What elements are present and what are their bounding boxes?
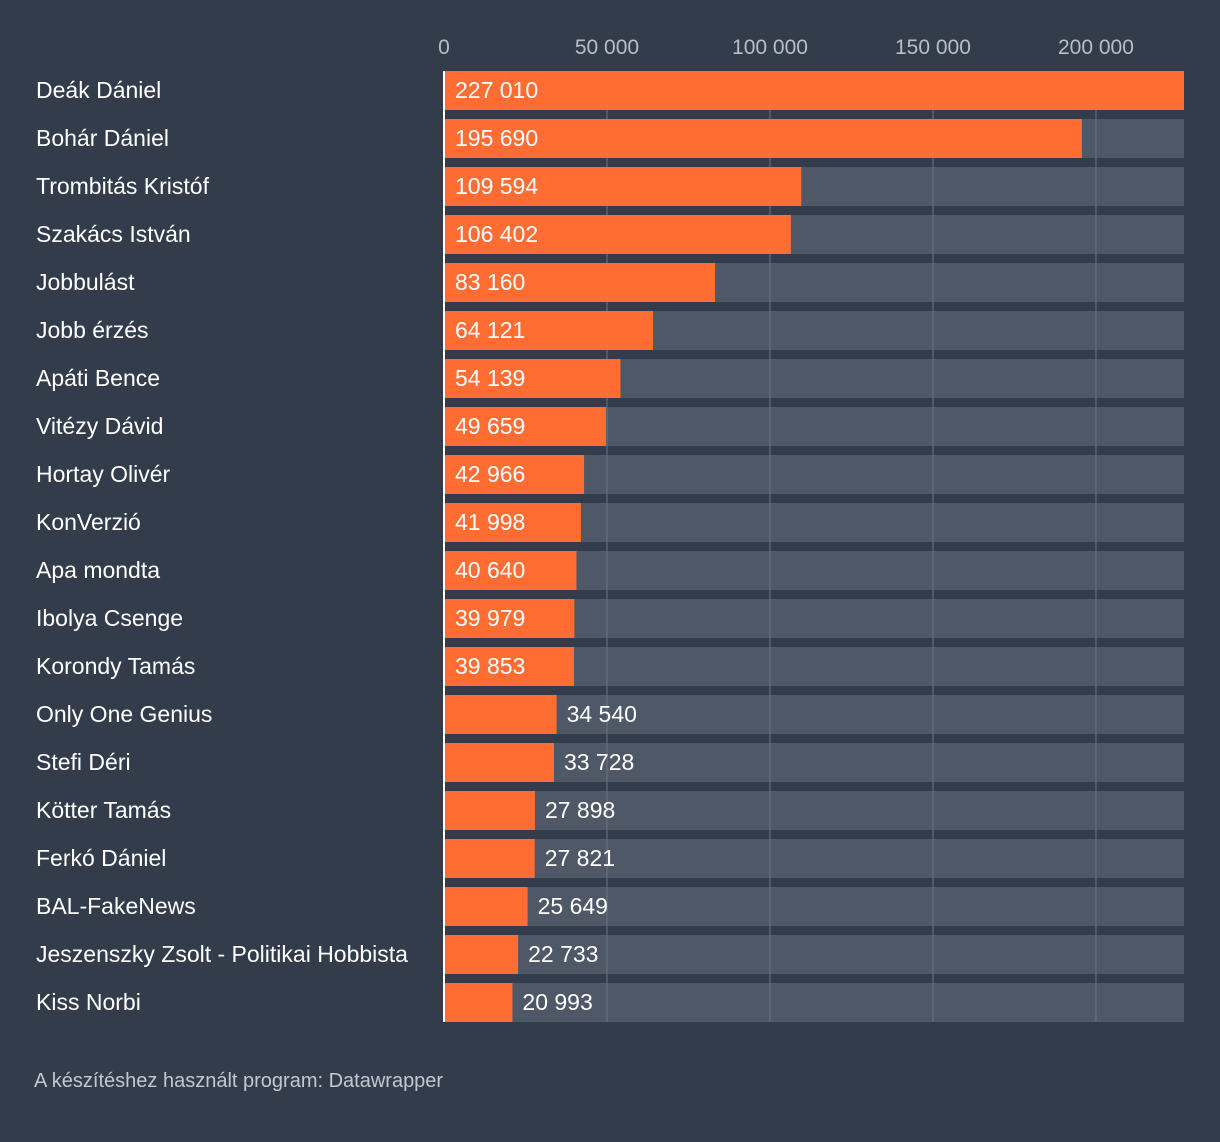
bar [444,647,574,686]
bar-track [444,983,1184,1022]
bar-track [444,695,1184,734]
bar-value-label: 83 160 [455,269,525,295]
bar-value-label: 27 821 [545,845,615,871]
bar-value-label: 20 993 [522,989,592,1015]
category-label: Deák Dániel [36,77,161,103]
bar-track [444,839,1184,878]
bar-value-label: 54 139 [455,365,525,391]
bar [444,599,575,638]
category-label: Kötter Tamás [36,797,171,823]
category-label: Only One Genius [36,701,212,727]
category-label: Kiss Norbi [36,989,141,1015]
bar-value-label: 40 640 [455,557,525,583]
x-tick-label: 150 000 [895,36,971,59]
category-label: Szakács István [36,221,191,247]
bar-track [444,935,1184,974]
bar [444,311,654,350]
bar-value-label: 22 733 [528,941,598,967]
category-label: Ibolya Csenge [36,605,183,631]
bar-chart: 0 50 000 100 000 150 000 200 000 Deák Dániel 2… [36,36,1184,1022]
bar-value-label: 27 898 [545,797,615,823]
bar [444,71,1184,110]
bar [444,359,621,398]
bar-track [444,743,1184,782]
bar [444,455,585,494]
bar-value-label: 195 690 [455,125,538,151]
bar [444,887,528,926]
x-tick-label: 100 000 [732,36,808,59]
bar-track [444,887,1184,926]
bar-value-label: 25 649 [538,893,608,919]
x-tick-label: 0 [438,36,450,59]
category-label: Vitézy Dávid [36,413,163,439]
bar [444,743,554,782]
bar-value-label: 106 402 [455,221,538,247]
footer-note: A készítéshez használt program: Datawrap… [34,1070,444,1092]
x-tick-label: 50 000 [575,36,639,59]
bar-value-label: 42 966 [455,461,525,487]
bar [444,215,791,254]
category-label: Jobb érzés [36,317,149,343]
bar-value-label: 109 594 [455,173,538,199]
category-label: Hortay Olivér [36,461,171,487]
bar [444,551,577,590]
category-label: Korondy Tamás [36,653,195,679]
category-label: Jobbulást [36,269,135,295]
bar [444,263,716,302]
category-label: Apáti Bence [36,365,160,391]
bar-value-label: 39 979 [455,605,525,631]
bar-value-label: 49 659 [455,413,525,439]
bar [444,695,557,734]
bar [444,839,535,878]
category-label: KonVerzió [36,509,141,535]
bar-value-label: 227 010 [455,77,538,103]
x-tick-label: 200 000 [1058,36,1134,59]
bar-value-label: 34 540 [567,701,637,727]
category-label: Bohár Dániel [36,125,169,151]
bar [444,167,802,206]
category-label: BAL-FakeNews [36,893,196,919]
bar-value-label: 39 853 [455,653,525,679]
category-label: Ferkó Dániel [36,845,166,871]
bar [444,791,535,830]
bar [444,407,606,446]
category-label: Stefi Déri [36,749,131,775]
bar-value-label: 33 728 [564,749,634,775]
category-label: Trombitás Kristóf [36,173,210,199]
bar [444,503,581,542]
category-label: Apa mondta [36,557,160,583]
bar-value-label: 41 998 [455,509,525,535]
bar-track [444,791,1184,830]
category-label: Jeszenszky Zsolt - Politikai Hobbista [36,941,408,967]
bar [444,935,519,974]
bar-value-label: 64 121 [455,317,525,343]
bar [444,983,513,1022]
bar [444,119,1082,158]
